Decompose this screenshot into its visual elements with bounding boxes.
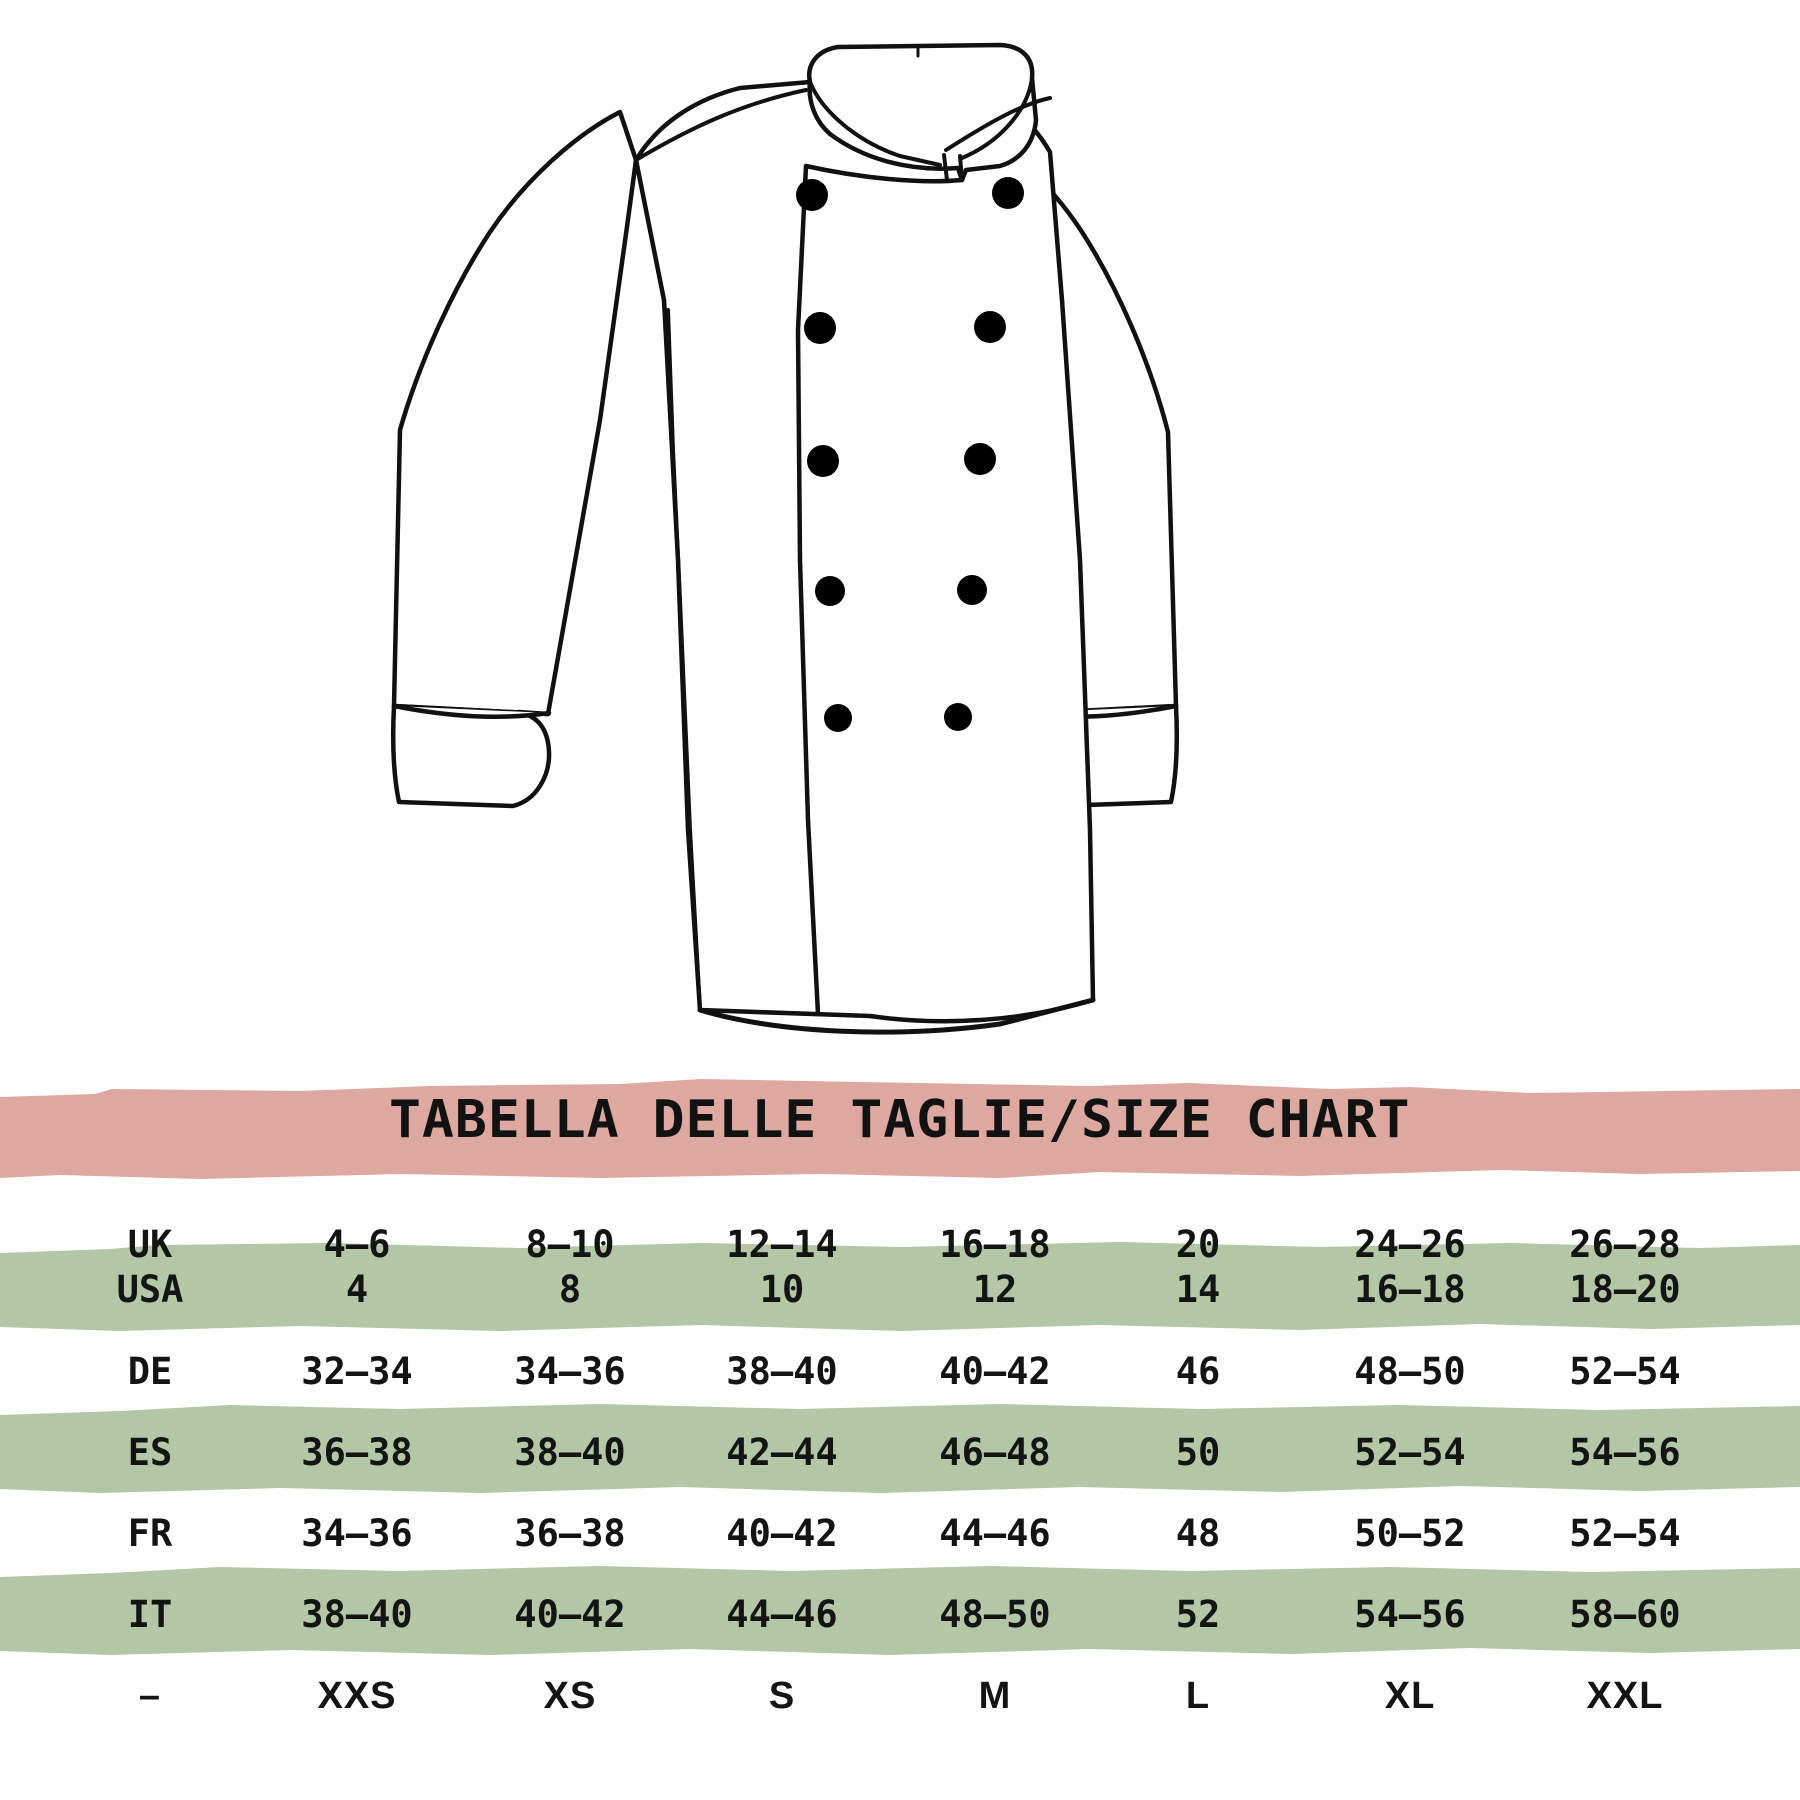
cell-es-2: 42–44 bbox=[726, 1430, 838, 1474]
table-row-de: DE 32–34 34–36 38–40 40–42 46 48–50 52–5… bbox=[0, 1330, 1800, 1412]
left-shoulder-seam bbox=[634, 88, 808, 162]
row-label-es: ES bbox=[127, 1430, 173, 1474]
cell-letter-6: XXL bbox=[1586, 1674, 1664, 1717]
cell-de-6: 52–54 bbox=[1569, 1349, 1681, 1393]
cell-letter-2: S bbox=[768, 1674, 796, 1717]
cell-uk-4: 20 bbox=[1175, 1222, 1221, 1266]
title-band bbox=[0, 1079, 1800, 1179]
cell-usa-5: 16–18 bbox=[1354, 1267, 1466, 1311]
left-cuff-fold bbox=[391, 703, 552, 720]
row-label-fr: FR bbox=[127, 1511, 173, 1555]
button-left-2 bbox=[804, 312, 836, 344]
left-front-panel-edge bbox=[666, 308, 702, 1012]
cell-uk-0: 4–6 bbox=[323, 1222, 391, 1266]
jacket-buttons bbox=[796, 177, 1024, 732]
cell-it-1: 40–42 bbox=[514, 1592, 626, 1636]
cell-fr-6: 52–54 bbox=[1569, 1511, 1681, 1555]
cell-fr-2: 40–42 bbox=[726, 1511, 838, 1555]
cell-letter-3: M bbox=[978, 1674, 1012, 1717]
table-row-uk: UK 4–6 8–10 12–14 16–18 20 24–26 26–28 bbox=[0, 1203, 1800, 1285]
cell-usa-4: 14 bbox=[1175, 1267, 1221, 1311]
chef-jacket-illustration bbox=[391, 42, 1179, 1035]
cell-es-6: 54–56 bbox=[1569, 1430, 1681, 1474]
button-left-4 bbox=[815, 576, 845, 606]
row-label-it: IT bbox=[127, 1592, 173, 1636]
cell-it-2: 44–46 bbox=[726, 1592, 838, 1636]
cell-uk-1: 8–10 bbox=[525, 1222, 615, 1266]
jacket-hem bbox=[697, 997, 1096, 1035]
page-title: TABELLA DELLE TAGLIE/SIZE CHART bbox=[389, 1090, 1411, 1150]
cell-es-3: 46–48 bbox=[939, 1430, 1051, 1474]
cell-usa-3: 12 bbox=[972, 1267, 1018, 1311]
cell-it-0: 38–40 bbox=[301, 1592, 413, 1636]
cell-usa-1: 8 bbox=[558, 1267, 582, 1311]
button-right-5 bbox=[944, 703, 972, 731]
collar-fold-left bbox=[808, 80, 942, 167]
collar-fold-right bbox=[960, 76, 1034, 160]
row-band-it bbox=[0, 1566, 1800, 1655]
cell-es-0: 36–38 bbox=[301, 1430, 413, 1474]
button-right-4 bbox=[957, 575, 987, 605]
chart-title-row: TABELLA DELLE TAGLIE/SIZE CHART bbox=[0, 1075, 1800, 1165]
left-cuff bbox=[391, 703, 552, 809]
cell-it-5: 54–56 bbox=[1354, 1592, 1466, 1636]
table-row-es: ES 36–38 38–40 42–44 46–48 50 52–54 54–5… bbox=[0, 1411, 1800, 1493]
cell-usa-6: 18–20 bbox=[1569, 1267, 1681, 1311]
cell-fr-5: 50–52 bbox=[1354, 1511, 1466, 1555]
row-band-usa bbox=[0, 1242, 1800, 1331]
button-right-2 bbox=[974, 311, 1006, 343]
collar-center-gap bbox=[942, 153, 964, 182]
cell-letter-5: XL bbox=[1384, 1674, 1436, 1717]
cell-es-1: 38–40 bbox=[514, 1430, 626, 1474]
row-label-uk: UK bbox=[127, 1222, 173, 1266]
button-left-5 bbox=[824, 704, 852, 732]
row-label-letter: – bbox=[138, 1674, 162, 1717]
cell-fr-4: 48 bbox=[1175, 1511, 1221, 1555]
cell-uk-3: 16–18 bbox=[939, 1222, 1051, 1266]
button-left-3 bbox=[807, 445, 839, 477]
cell-it-4: 52 bbox=[1175, 1592, 1221, 1636]
cell-it-6: 58–60 bbox=[1569, 1592, 1681, 1636]
cell-letter-0: XXS bbox=[317, 1674, 397, 1717]
size-chart: TABELLA DELLE TAGLIE/SIZE CHART UK 4–6 8… bbox=[0, 1075, 1800, 1800]
cell-usa-2: 10 bbox=[759, 1267, 805, 1311]
cell-letter-1: XS bbox=[543, 1674, 597, 1717]
jacket-outline bbox=[391, 42, 1179, 1035]
table-row-it: IT 38–40 40–42 44–46 48–50 52 54–56 58–6… bbox=[0, 1573, 1800, 1655]
chart-band-backgrounds bbox=[0, 1075, 1800, 1800]
cell-de-3: 40–42 bbox=[939, 1349, 1051, 1393]
cell-de-4: 46 bbox=[1175, 1349, 1221, 1393]
jacket-body bbox=[633, 79, 1096, 1024]
cell-de-2: 38–40 bbox=[726, 1349, 838, 1393]
cell-es-5: 52–54 bbox=[1354, 1430, 1466, 1474]
table-row-letter-sizes: – XXS XS S M L XL XXL bbox=[0, 1655, 1800, 1737]
left-sleeve bbox=[391, 109, 639, 717]
row-band-es bbox=[0, 1404, 1800, 1493]
cell-usa-0: 4 bbox=[345, 1267, 369, 1311]
collar-stand bbox=[806, 42, 1039, 183]
cell-de-1: 34–36 bbox=[514, 1349, 626, 1393]
cell-es-4: 50 bbox=[1175, 1430, 1221, 1474]
row-label-de: DE bbox=[127, 1349, 173, 1393]
chart-rows: TABELLA DELLE TAGLIE/SIZE CHART UK 4–6 8… bbox=[0, 1075, 1800, 1800]
front-placket-overlap bbox=[795, 163, 821, 1017]
cell-uk-5: 24–26 bbox=[1354, 1222, 1466, 1266]
cell-fr-3: 44–46 bbox=[939, 1511, 1051, 1555]
button-right-1 bbox=[992, 177, 1024, 209]
cell-de-5: 48–50 bbox=[1354, 1349, 1466, 1393]
button-right-3 bbox=[964, 443, 996, 475]
cell-uk-2: 12–14 bbox=[726, 1222, 838, 1266]
table-row-fr: FR 34–36 36–38 40–42 44–46 48 50–52 52–5… bbox=[0, 1492, 1800, 1574]
cell-it-3: 48–50 bbox=[939, 1592, 1051, 1636]
right-shoulder-seam bbox=[944, 96, 1052, 152]
cell-fr-0: 34–36 bbox=[301, 1511, 413, 1555]
cell-letter-4: L bbox=[1185, 1674, 1211, 1717]
cell-uk-6: 26–28 bbox=[1569, 1222, 1681, 1266]
table-row-usa: USA 4 8 10 12 14 16–18 18–20 bbox=[0, 1248, 1800, 1330]
cell-fr-1: 36–38 bbox=[514, 1511, 626, 1555]
cell-de-0: 32–34 bbox=[301, 1349, 413, 1393]
row-label-usa: USA bbox=[116, 1267, 184, 1311]
button-left-1 bbox=[796, 179, 828, 211]
